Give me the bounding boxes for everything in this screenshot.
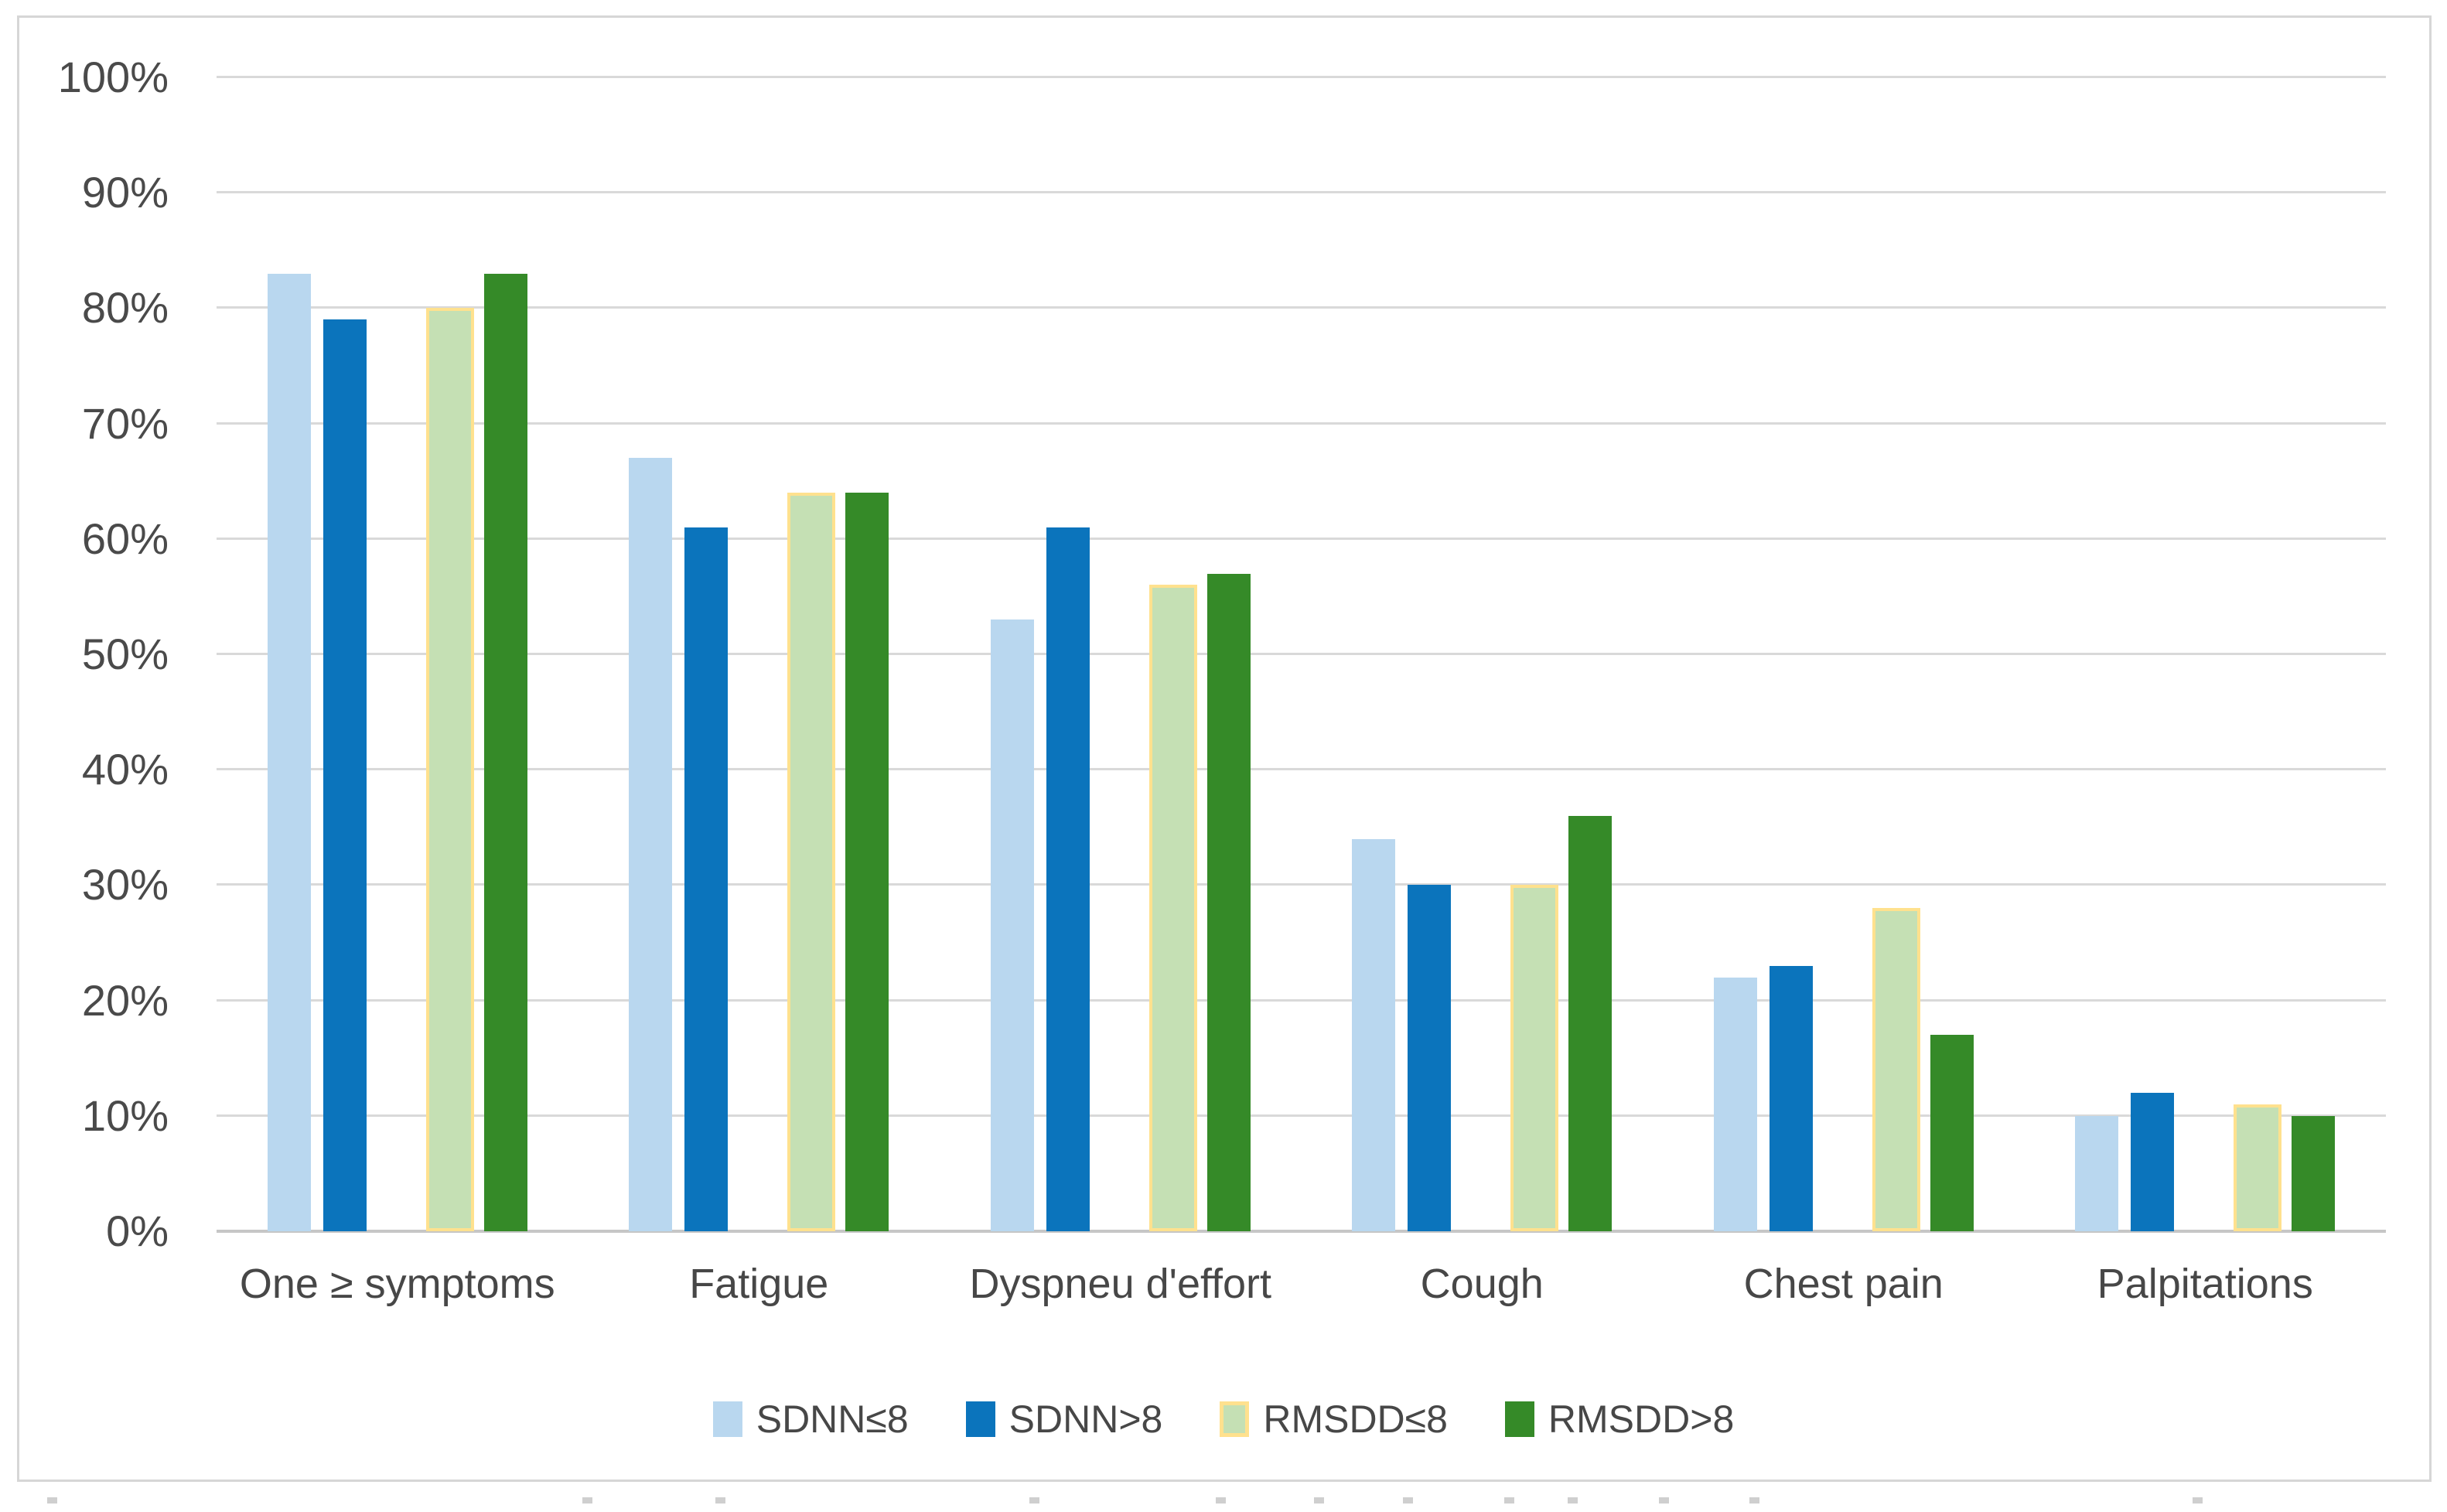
gridline [217, 653, 2386, 655]
y-axis-tick-label: 80% [81, 283, 169, 333]
cropped-caption-mark [1314, 1497, 1324, 1503]
gridline [217, 191, 2386, 194]
gridline [217, 306, 2386, 309]
bar-SDNN>8-Dyspneu d'effort [1046, 527, 1090, 1231]
gridline [217, 76, 2386, 78]
y-axis-tick-label: 90% [81, 168, 169, 217]
bar-SDNN≤8-Chest pain [1713, 977, 1757, 1231]
cropped-caption-mark [1659, 1497, 1669, 1503]
gridline [217, 998, 2386, 1002]
legend-item-SDNN≤8: SDNN≤8 [712, 1397, 909, 1442]
bar-RMSDD>8-Palpitations [2292, 1115, 2336, 1231]
bar-SDNN>8-Palpitations [2131, 1092, 2175, 1231]
cropped-caption-mark [1216, 1497, 1226, 1503]
cropped-caption-mark [47, 1497, 57, 1503]
cropped-caption-mark [2193, 1497, 2203, 1503]
bar-RMSDD≤8-One ≥ symptoms [425, 308, 474, 1231]
bar-RMSDD≤8-Palpitations [2234, 1104, 2282, 1231]
bar-RMSDD≤8-Dyspneu d'effort [1148, 585, 1197, 1231]
legend-item-RMSDD>8: RMSDD>8 [1504, 1397, 1735, 1442]
cropped-caption-mark [1749, 1497, 1759, 1503]
cropped-caption-mark [715, 1497, 725, 1503]
bar-RMSDD>8-Cough [1568, 815, 1613, 1231]
cropped-caption-mark [582, 1497, 592, 1503]
x-axis-category-label: Fatigue [689, 1261, 829, 1307]
y-axis-tick-label: 40% [81, 745, 169, 794]
bar-RMSDD>8-One ≥ symptoms [483, 273, 527, 1231]
cropped-caption-mark [1403, 1497, 1413, 1503]
bar-RMSDD≤8-Chest pain [1872, 908, 1920, 1231]
bar-RMSDD>8-Fatigue [845, 493, 889, 1231]
bar-RMSDD>8-Dyspneu d'effort [1206, 573, 1251, 1231]
bar-RMSDD>8-Chest pain [1930, 1035, 1974, 1231]
gridline [217, 1114, 2386, 1117]
legend-swatch-icon [1504, 1401, 1534, 1437]
legend-label: RMSDD≤8 [1263, 1398, 1448, 1441]
y-axis-tick-label: 70% [81, 398, 169, 448]
bar-RMSDD≤8-Cough [1510, 885, 1559, 1231]
x-axis-category-label: Dyspneu d'effort [969, 1261, 1272, 1307]
gridline [217, 422, 2386, 425]
legend-item-RMSDD≤8: RMSDD≤8 [1220, 1397, 1448, 1442]
gridline [217, 883, 2386, 886]
x-axis-category-label: Palpitations [2097, 1261, 2313, 1307]
legend-label: SDNN>8 [1008, 1398, 1163, 1441]
y-axis-tick-label: 60% [81, 514, 169, 563]
bar-SDNN≤8-Dyspneu d'effort [990, 619, 1034, 1231]
bar-SDNN>8-Chest pain [1769, 965, 1813, 1231]
legend-swatch-icon [965, 1401, 995, 1437]
legend-swatch-icon [712, 1401, 742, 1437]
x-axis-category-label: Cough [1420, 1261, 1544, 1307]
bar-SDNN>8-Fatigue [684, 527, 729, 1231]
bar-SDNN>8-Cough [1408, 885, 1452, 1231]
gridline [217, 768, 2386, 771]
x-axis-category-label: Chest pain [1743, 1261, 1944, 1307]
plot-area [217, 76, 2386, 1233]
legend-label: SDNN≤8 [756, 1398, 909, 1441]
legend: SDNN≤8 SDNN>8 RMSDD≤8 RMSDD>8 [0, 1397, 2447, 1442]
bar-SDNN≤8-Palpitations [2075, 1115, 2119, 1231]
y-axis-tick-label: 50% [81, 630, 169, 678]
y-axis-tick-label: 0% [106, 1207, 169, 1255]
x-axis-line [217, 1230, 2386, 1233]
x-axis-category-label: One ≥ symptoms [239, 1261, 555, 1307]
legend-label: RMSDD>8 [1548, 1398, 1735, 1441]
bar-SDNN≤8-Cough [1352, 838, 1396, 1231]
cropped-caption-mark [1029, 1497, 1039, 1503]
legend-swatch-icon [1220, 1401, 1250, 1437]
cropped-caption-mark [1504, 1497, 1514, 1503]
bar-SDNN≤8-One ≥ symptoms [267, 273, 311, 1231]
legend-item-SDNN>8: SDNN>8 [965, 1397, 1163, 1442]
cropped-caption-mark [1568, 1497, 1578, 1503]
bar-SDNN>8-One ≥ symptoms [323, 319, 367, 1231]
bar-RMSDD≤8-Fatigue [787, 493, 836, 1231]
gridline [217, 537, 2386, 540]
y-axis-tick-label: 100% [57, 53, 169, 101]
y-axis-tick-label: 10% [81, 1090, 169, 1140]
bar-SDNN≤8-Fatigue [629, 458, 673, 1231]
y-axis-tick-label: 30% [81, 860, 169, 910]
y-axis-tick-label: 20% [81, 975, 169, 1025]
